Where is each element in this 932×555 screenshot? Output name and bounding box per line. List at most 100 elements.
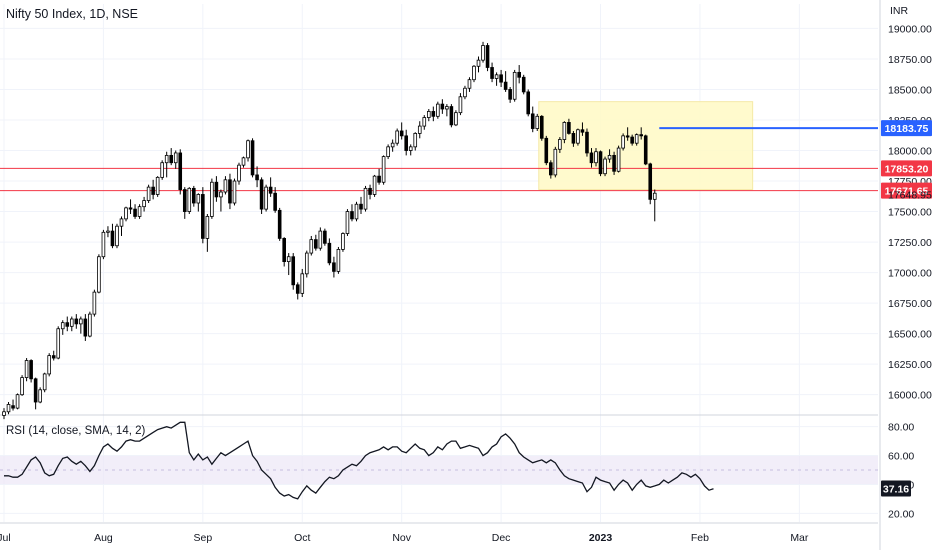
candle xyxy=(458,93,463,116)
candle-body xyxy=(395,130,399,144)
candle-body xyxy=(38,389,42,403)
candle-body xyxy=(616,147,621,172)
candle xyxy=(277,207,282,241)
candle xyxy=(639,127,643,140)
y-tick-label: 17000.00 xyxy=(888,268,932,280)
candle xyxy=(228,173,232,210)
candle-body xyxy=(521,76,526,93)
candle xyxy=(643,134,648,166)
last-price-label: 17648.95 xyxy=(888,189,932,201)
candle-body xyxy=(295,284,300,294)
candle xyxy=(110,223,115,249)
candle xyxy=(79,316,83,334)
candle-body xyxy=(368,187,372,195)
candle xyxy=(652,189,657,222)
candle-body xyxy=(639,134,643,137)
candle-body xyxy=(381,156,386,183)
candle-body xyxy=(250,140,255,176)
candle-body xyxy=(214,181,219,198)
candle-body xyxy=(426,111,431,118)
candle-body xyxy=(567,122,571,134)
candle-body xyxy=(101,231,106,258)
candle xyxy=(576,128,580,146)
candle-body xyxy=(24,360,29,378)
candle xyxy=(29,359,33,383)
candle-body xyxy=(115,225,119,247)
candle xyxy=(558,137,562,153)
y-tick-label: 18500.00 xyxy=(888,84,932,96)
candle xyxy=(544,135,549,166)
candle xyxy=(20,375,24,396)
candle-body xyxy=(499,74,503,83)
candle-body xyxy=(603,158,607,175)
candle-body xyxy=(643,135,648,165)
candle-body xyxy=(286,256,291,263)
candle-body xyxy=(549,162,553,176)
candle-body xyxy=(413,133,418,148)
candle xyxy=(273,187,277,213)
candle-body xyxy=(327,242,332,264)
candle xyxy=(377,168,381,185)
candle-body xyxy=(47,355,51,375)
grid xyxy=(0,0,881,550)
support-price-label-1-bg xyxy=(881,160,932,177)
candle xyxy=(431,106,436,122)
candle-body xyxy=(463,87,467,98)
candle xyxy=(169,148,174,166)
y-tick-label: 18000.00 xyxy=(888,146,932,158)
candle xyxy=(115,223,119,249)
candle-body xyxy=(472,65,476,81)
candle xyxy=(24,358,29,382)
y-tick-label: 18750.00 xyxy=(888,54,932,66)
candle xyxy=(314,234,318,251)
candle xyxy=(512,69,517,102)
candle-body xyxy=(277,209,282,239)
candle-body xyxy=(259,179,264,210)
candle xyxy=(246,139,250,162)
candle xyxy=(295,282,300,300)
candle xyxy=(304,250,309,278)
candle xyxy=(413,132,418,151)
candle xyxy=(350,204,354,222)
rsi-pane xyxy=(0,421,878,514)
candle xyxy=(47,353,51,377)
candle xyxy=(318,227,323,251)
candle xyxy=(255,166,259,188)
resistance-price-label-bg xyxy=(881,120,932,137)
rsi-y-tick-label: 20.00 xyxy=(888,508,914,520)
candle xyxy=(178,149,183,195)
candle-body xyxy=(237,164,241,182)
candle-body xyxy=(585,131,589,154)
candle-body xyxy=(576,129,580,144)
candle xyxy=(363,185,368,212)
candle xyxy=(259,177,264,214)
y-tick-label: 17500.00 xyxy=(888,207,932,219)
candle-body xyxy=(571,133,576,144)
candle xyxy=(146,184,151,204)
candle-body xyxy=(15,394,20,409)
candle-body xyxy=(558,139,562,150)
y-tick-label: 16000.00 xyxy=(888,390,932,402)
candle-body xyxy=(133,208,137,217)
candle-body xyxy=(232,180,237,204)
candle-body xyxy=(33,378,38,403)
candle-body xyxy=(196,194,201,204)
candle-body xyxy=(458,96,463,114)
candle xyxy=(291,253,296,290)
x-tick-label: 2023 xyxy=(589,532,613,544)
candle xyxy=(56,326,61,360)
candle xyxy=(327,238,332,266)
candle-body xyxy=(92,291,97,315)
candle xyxy=(2,408,6,420)
candle xyxy=(232,178,237,206)
candle xyxy=(408,144,413,156)
candle-body xyxy=(210,181,214,217)
candle xyxy=(205,213,210,252)
candle-body xyxy=(454,112,458,126)
candle xyxy=(97,254,101,294)
candle-body xyxy=(408,146,413,151)
candle-body xyxy=(273,192,277,211)
x-tick-label: Nov xyxy=(392,532,411,544)
